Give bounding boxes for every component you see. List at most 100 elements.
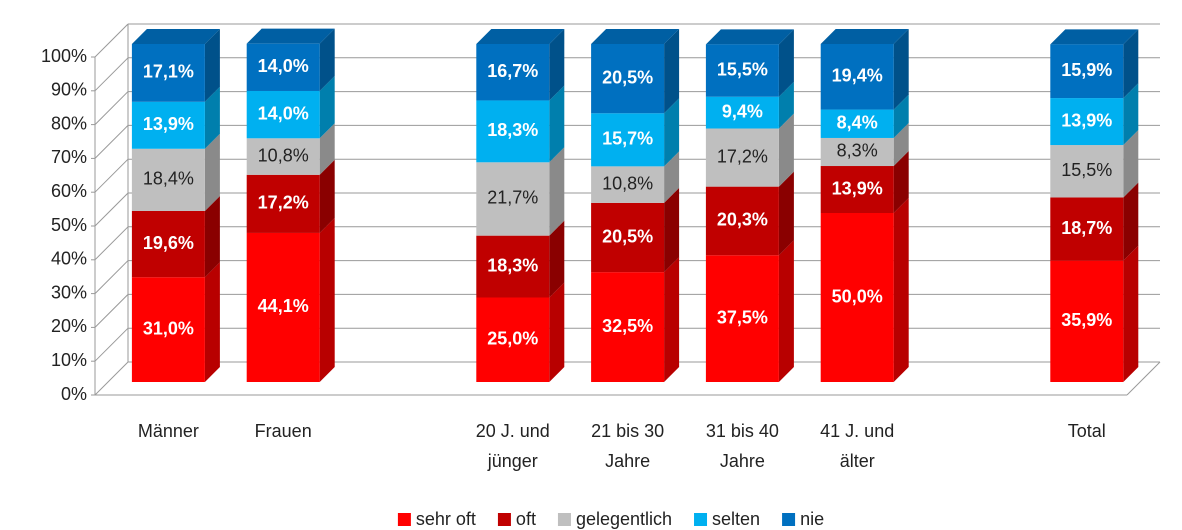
data-label: 14,0% (258, 56, 309, 76)
bar-side (319, 75, 335, 139)
bar-side (204, 195, 220, 278)
bar-side (778, 113, 794, 187)
bar (246, 43, 320, 91)
x-tick-label: 21 bis 30 (591, 421, 664, 441)
data-label: 37,5% (717, 307, 768, 327)
data-label: 21,7% (487, 188, 538, 208)
bar (705, 128, 779, 187)
bar-side (204, 133, 220, 211)
grid-line (94, 158, 129, 193)
bar (131, 277, 205, 382)
bar (820, 213, 894, 382)
bar (591, 113, 665, 167)
bar (1050, 44, 1124, 99)
legend-item: sehr oft (397, 509, 476, 529)
y-tick-label: 20% (51, 316, 87, 336)
data-label: 20,5% (602, 67, 653, 87)
bar (705, 186, 779, 256)
data-label: 25,0% (487, 329, 538, 349)
bar (476, 100, 550, 163)
grid-line (94, 125, 129, 159)
y-tick-label: 90% (51, 80, 87, 100)
data-label: 20,5% (602, 226, 653, 246)
bar (705, 255, 779, 382)
data-label: 9,4% (722, 101, 763, 121)
data-label: 14,0% (258, 103, 309, 123)
data-label: 44,1% (258, 296, 309, 316)
legend-swatch (557, 513, 571, 526)
grid-line (94, 57, 129, 92)
data-label: 50,0% (832, 286, 883, 306)
legend-item: selten (694, 509, 760, 529)
y-tick-label: 80% (51, 113, 87, 133)
bar-side (1123, 29, 1139, 99)
bar (1050, 260, 1124, 382)
grid-line (94, 260, 129, 294)
grid-line (94, 192, 129, 227)
bar (1050, 145, 1124, 198)
bar (246, 90, 320, 139)
data-label: 13,9% (143, 114, 194, 134)
data-label: 35,9% (1061, 310, 1112, 330)
bar-top (820, 29, 909, 44)
bar (820, 109, 894, 138)
data-label: 18,7% (1061, 218, 1112, 238)
bar-side (204, 29, 220, 102)
data-label: 19,6% (143, 233, 194, 253)
grid-line (94, 226, 129, 261)
bar-side (664, 151, 680, 203)
grid-line (94, 91, 129, 125)
legend-item: nie (782, 509, 824, 529)
bar (476, 297, 550, 382)
bar (705, 44, 779, 97)
bar-side (319, 159, 335, 233)
bar-side (893, 122, 909, 167)
bar (705, 96, 779, 129)
data-label: 13,9% (832, 178, 883, 198)
x-tick-label: 20 J. und (476, 421, 550, 441)
bar (476, 44, 550, 101)
bar-top (591, 29, 680, 44)
data-label: 8,3% (837, 141, 878, 161)
x-tick-label: Jahre (605, 451, 650, 471)
bar-side (319, 123, 335, 175)
bar-side (893, 94, 909, 138)
floor-edge (1126, 361, 1161, 396)
bar-side (549, 85, 565, 163)
bar (591, 44, 665, 114)
bar-side (204, 86, 220, 149)
data-label: 15,9% (1061, 60, 1112, 80)
grid-line (94, 23, 129, 58)
y-tick-label: 0% (61, 384, 87, 404)
bar (131, 210, 205, 278)
data-label: 10,8% (602, 173, 653, 193)
bar-side (319, 28, 335, 91)
data-label: 15,5% (717, 59, 768, 79)
data-label: 31,0% (143, 318, 194, 338)
bar-side (1123, 130, 1139, 198)
bar-side (778, 81, 794, 129)
x-tick-label: älter (840, 451, 875, 471)
x-tick-label: jünger (487, 451, 538, 471)
y-tick-label: 40% (51, 249, 87, 269)
x-tick-label: Männer (138, 421, 199, 441)
legend-label: oft (516, 509, 536, 529)
bar-side (664, 98, 680, 167)
y-tick-label: 30% (51, 282, 87, 302)
x-tick-label: 41 J. und (820, 421, 894, 441)
bar-side (204, 262, 220, 382)
bar-top (131, 29, 220, 44)
legend-item: oft (497, 509, 536, 529)
data-label: 18,3% (487, 255, 538, 275)
bar-side (664, 257, 680, 382)
bar (820, 137, 894, 167)
legend-label: gelegentlich (576, 509, 672, 529)
bar (131, 44, 205, 102)
bar-side (1123, 182, 1139, 261)
bar-side (1123, 83, 1139, 146)
bar (1050, 197, 1124, 261)
data-label: 17,1% (143, 62, 194, 82)
data-label: 19,4% (832, 66, 883, 86)
y-tick-label: 60% (51, 181, 87, 201)
